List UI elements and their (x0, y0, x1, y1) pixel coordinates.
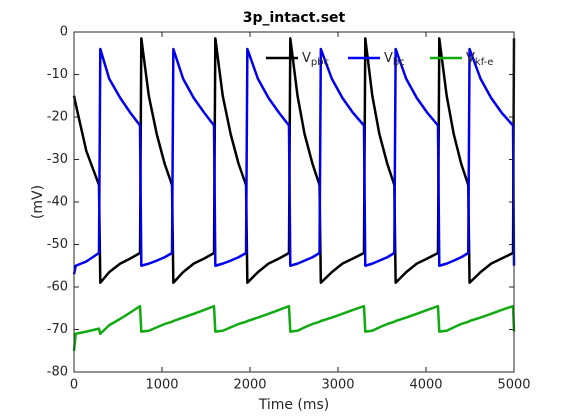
legend-label: Vbc (384, 51, 405, 69)
y-tick-label: 0 (60, 25, 68, 40)
legend-label: Vkf-e (466, 51, 493, 69)
y-tick-label: -30 (47, 152, 68, 167)
x-tick-label: 4000 (409, 378, 442, 393)
series-line (72, 37, 516, 284)
y-tick-label: -50 (47, 237, 68, 252)
y-axis-label: (mV) (30, 185, 46, 219)
y-tick-label: -40 (47, 195, 68, 210)
chart-title: 3p_intact.set (243, 10, 346, 26)
x-tick-label: 1000 (145, 378, 178, 393)
series-line (72, 304, 516, 351)
y-tick-label: -80 (47, 365, 68, 380)
y-tick-label: -60 (47, 280, 68, 295)
x-tick-label: 5000 (497, 378, 530, 393)
y-tick-label: -20 (47, 110, 68, 125)
x-axis-label: Time (ms) (258, 397, 330, 413)
legend-label: Vpbc (302, 51, 329, 69)
y-tick-label: -70 (47, 322, 68, 337)
plot-frame (73, 31, 515, 373)
x-tick-label: 2000 (233, 378, 266, 393)
series-line (72, 47, 516, 275)
y-tick-label: -10 (47, 67, 68, 82)
x-tick-label: 0 (70, 378, 78, 393)
x-tick-label: 3000 (321, 378, 354, 393)
